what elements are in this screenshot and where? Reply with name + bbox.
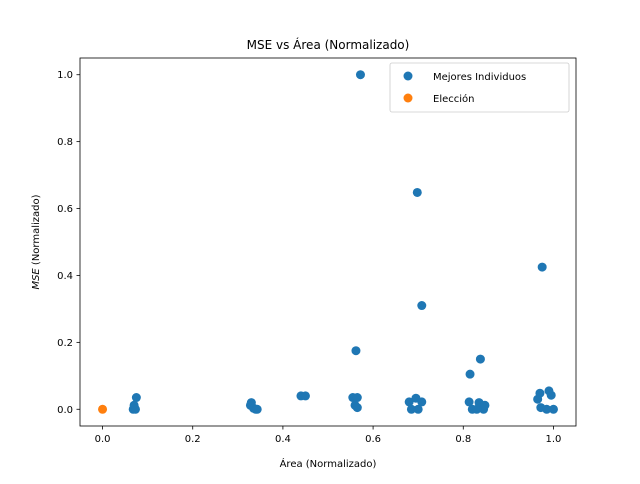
scatter-point-s0-38 <box>542 404 552 414</box>
scatter-point-s0-14 <box>351 346 361 356</box>
scatter-point-s0-40 <box>546 390 556 400</box>
chart-title: MSE vs Área (Normalizado) <box>247 37 410 52</box>
legend-label-eleccion: Elección <box>433 93 474 105</box>
scatter-point-s0-41 <box>548 404 558 414</box>
plot-frame <box>79 57 577 427</box>
scatter-point-s1-0 <box>98 404 108 414</box>
x-tick-label-1: 0.2 <box>185 434 201 445</box>
scatter-point-s0-18 <box>404 397 414 407</box>
scatter-point-s0-11 <box>300 391 310 401</box>
scatter-point-s0-30 <box>475 354 485 364</box>
scatter-point-s0-25 <box>464 397 474 407</box>
y-tick-label-1: 0.2 <box>57 338 73 349</box>
scatter-point-s0-9 <box>252 404 262 414</box>
y-tick-label-3: 0.6 <box>57 204 73 215</box>
x-tick-label-0: 0.0 <box>95 434 111 445</box>
y-tick-label-0: 0.0 <box>57 405 73 416</box>
scatter-point-s0-24 <box>417 397 427 407</box>
scatter-point-s0-15 <box>352 393 362 403</box>
x-axis-label: Área (Normalizado) <box>280 457 377 470</box>
y-tick-label-5: 1.0 <box>57 70 73 81</box>
legend-box <box>389 62 570 113</box>
x-tick-label-4: 0.8 <box>455 434 471 445</box>
y-axis-label-rest: (Normalizado) <box>31 194 42 268</box>
x-tick-label-2: 0.4 <box>275 434 291 445</box>
scatter-point-s0-17 <box>355 70 365 80</box>
scatter-point-s0-23 <box>417 301 427 311</box>
legend-label-mejores-individuos: Mejores Individuos <box>433 72 526 83</box>
scatter-point-s0-37 <box>537 262 547 272</box>
scatter-point-s0-16 <box>352 403 362 413</box>
scatter-point-s0-33 <box>480 400 490 410</box>
x-axis-ticks: 0.0 0.2 0.4 0.6 0.8 1.0 <box>95 426 562 445</box>
y-axis-label-italic: MSE <box>31 268 42 290</box>
legend-marker-eleccion <box>403 93 413 103</box>
scatter-point-s0-21 <box>412 187 422 197</box>
scatter-point-s0-19 <box>406 404 416 414</box>
scatter-point-s0-22 <box>413 404 423 414</box>
legend-marker-mejores-individuos <box>403 71 413 81</box>
points-layer <box>98 70 558 414</box>
legend: Mejores Individuos Elección <box>389 62 570 113</box>
scatter-point-s0-4 <box>131 393 141 403</box>
scatter-point-s0-26 <box>465 369 475 379</box>
scatter-point-s0-35 <box>535 388 545 398</box>
y-tick-label-4: 0.8 <box>57 137 73 148</box>
y-axis-label: MSE (Normalizado) <box>31 194 42 289</box>
scatter-point-s0-3 <box>130 404 140 414</box>
x-tick-label-5: 1.0 <box>546 434 562 445</box>
y-axis-ticks: 0.0 0.2 0.4 0.6 0.8 1.0 <box>57 70 80 416</box>
x-tick-label-3: 0.6 <box>365 434 381 445</box>
y-tick-label-2: 0.4 <box>57 271 73 282</box>
